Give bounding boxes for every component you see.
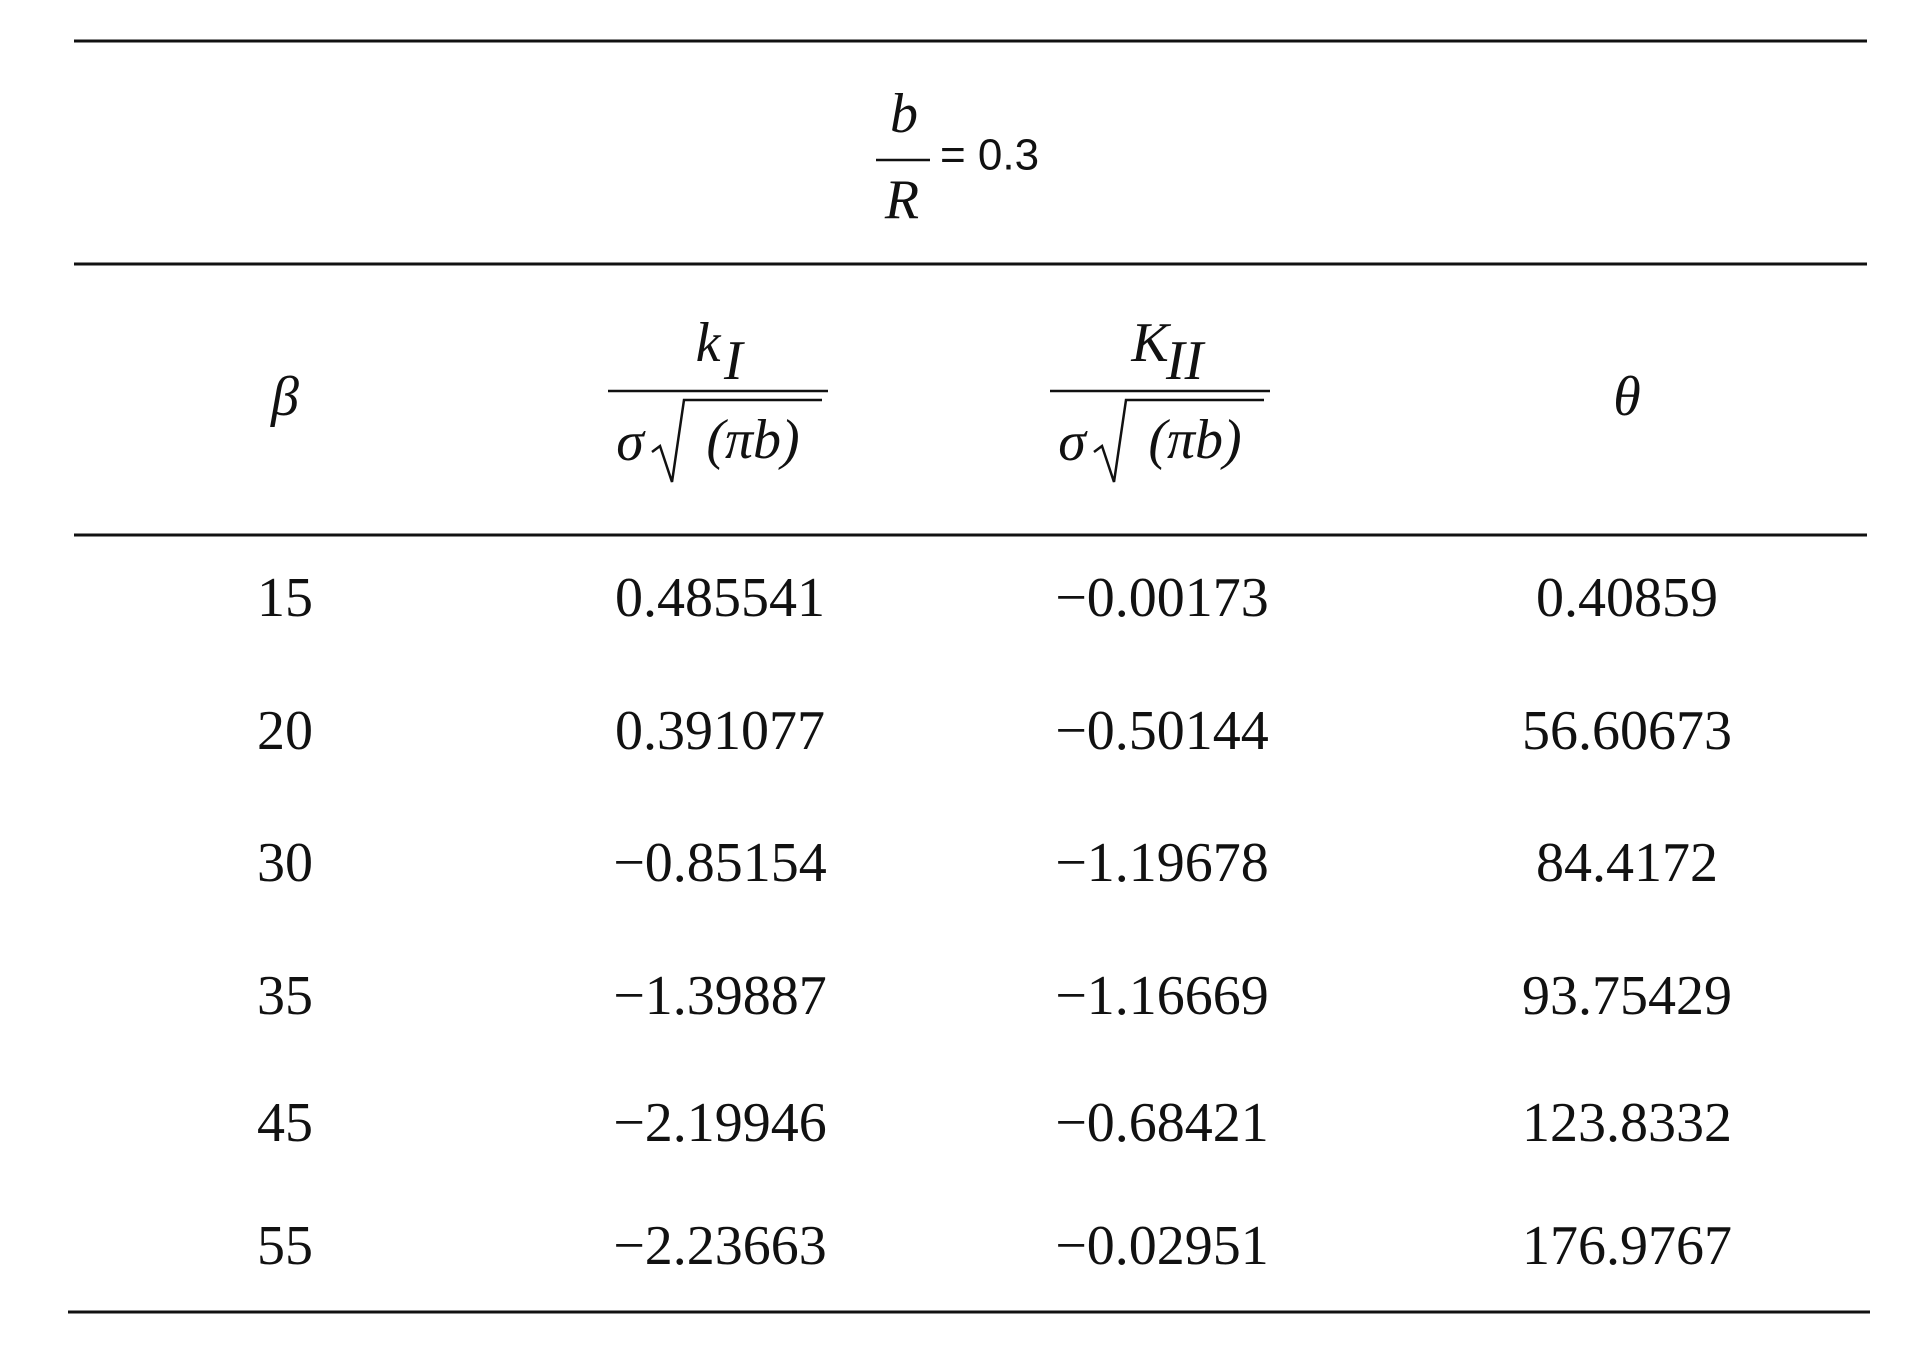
cell: −0.68421 bbox=[1055, 1092, 1269, 1154]
cell: 176.9767 bbox=[1522, 1215, 1732, 1277]
header-radicand: (πb) bbox=[706, 409, 799, 471]
radical-sign bbox=[651, 398, 822, 483]
column-header: β bbox=[270, 366, 299, 428]
cell: −1.16669 bbox=[1055, 965, 1269, 1027]
cell: −2.23663 bbox=[613, 1215, 827, 1277]
cell: 0.40859 bbox=[1536, 567, 1718, 629]
cell: −0.50144 bbox=[1055, 700, 1269, 762]
cell: 15 bbox=[257, 567, 313, 629]
column-header: θ bbox=[1613, 366, 1641, 428]
header-numerator: K bbox=[1130, 312, 1171, 374]
cell: −1.39887 bbox=[613, 965, 827, 1027]
header-factor: σ bbox=[616, 411, 646, 473]
header-subscript: I bbox=[723, 330, 745, 392]
ratio-denominator: R bbox=[884, 169, 919, 231]
ratio-numerator: b bbox=[890, 83, 918, 145]
header-radicand: (πb) bbox=[1148, 409, 1241, 471]
cell: −0.85154 bbox=[613, 832, 827, 894]
cell: 0.485541 bbox=[615, 567, 825, 629]
header-numerator: k bbox=[696, 312, 722, 374]
cell: 93.75429 bbox=[1522, 965, 1732, 1027]
cell: −1.19678 bbox=[1055, 832, 1269, 894]
cell: −0.02951 bbox=[1055, 1215, 1269, 1277]
cell: 30 bbox=[257, 832, 313, 894]
cell: 20 bbox=[257, 700, 313, 762]
cell: 45 bbox=[257, 1092, 313, 1154]
cell: 84.4172 bbox=[1536, 832, 1718, 894]
cell: −2.19946 bbox=[613, 1092, 827, 1154]
header-factor: σ bbox=[1058, 411, 1088, 473]
header-subscript: II bbox=[1165, 330, 1206, 392]
radical-sign bbox=[1093, 398, 1264, 483]
cell: −0.00173 bbox=[1055, 567, 1269, 629]
cell: 35 bbox=[257, 965, 313, 1027]
cell: 123.8332 bbox=[1522, 1092, 1732, 1154]
cell: 56.60673 bbox=[1522, 700, 1732, 762]
cell: 55 bbox=[257, 1215, 313, 1277]
cell: 0.391077 bbox=[615, 700, 825, 762]
ratio-value: = 0.3 bbox=[940, 131, 1039, 180]
